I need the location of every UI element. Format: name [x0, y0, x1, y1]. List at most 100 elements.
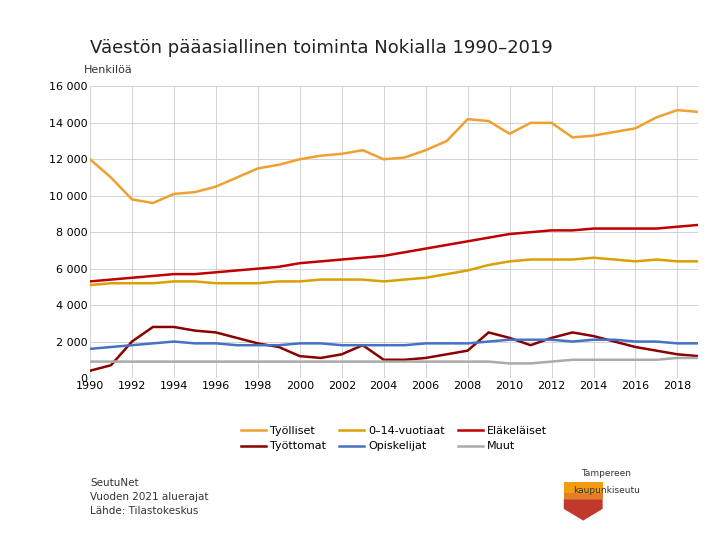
Työttomat [170, 323, 179, 330]
Eläkeläiset [274, 264, 283, 270]
Työttomat [673, 351, 682, 357]
Työttomat [107, 362, 115, 368]
Line: Muut: Muut [90, 358, 698, 363]
Opiskelijat [170, 338, 179, 345]
Työttomat [463, 347, 472, 354]
Työttomat [274, 344, 283, 350]
0–14-vuotiaat [107, 280, 115, 286]
Opiskelijat [233, 342, 241, 348]
Työttomat [694, 353, 703, 360]
Eläkeläiset [505, 231, 514, 237]
Eläkeläiset [295, 260, 304, 266]
Työlliset [148, 200, 157, 206]
Työlliset [610, 129, 618, 135]
0–14-vuotiaat [86, 282, 94, 288]
Työttomat [233, 335, 241, 341]
Eläkeläiset [673, 224, 682, 230]
Text: Tampereen: Tampereen [582, 469, 631, 477]
Opiskelijat [652, 338, 661, 345]
Line: Työttomat: Työttomat [90, 327, 698, 370]
Muut [295, 359, 304, 365]
Työttomat [589, 333, 598, 339]
Työttomat [442, 351, 451, 357]
Polygon shape [564, 482, 603, 499]
Polygon shape [564, 499, 603, 521]
Työttomat [191, 327, 199, 334]
0–14-vuotiaat [170, 278, 179, 285]
Työlliset [274, 161, 283, 168]
0–14-vuotiaat [379, 278, 388, 285]
Eläkeläiset [485, 234, 493, 241]
Työlliset [547, 119, 556, 126]
0–14-vuotiaat [673, 258, 682, 265]
Työttomat [547, 335, 556, 341]
Opiskelijat [274, 342, 283, 348]
Muut [379, 359, 388, 365]
Työlliset [694, 109, 703, 115]
Opiskelijat [127, 342, 136, 348]
Työttomat [379, 356, 388, 363]
0–14-vuotiaat [547, 256, 556, 263]
Työlliset [359, 147, 367, 153]
Opiskelijat [589, 336, 598, 343]
Työlliset [568, 134, 577, 140]
Työlliset [505, 131, 514, 137]
Opiskelijat [631, 338, 640, 345]
Muut [359, 359, 367, 365]
0–14-vuotiaat [400, 276, 409, 283]
Työttomat [526, 342, 535, 348]
Työlliset [191, 189, 199, 195]
Työlliset [400, 154, 409, 161]
Opiskelijat [295, 340, 304, 347]
Line: Opiskelijat: Opiskelijat [90, 340, 698, 349]
Työttomat [295, 353, 304, 360]
0–14-vuotiaat [317, 276, 325, 283]
Työttomat [568, 329, 577, 336]
Eläkeläiset [568, 227, 577, 234]
Opiskelijat [359, 342, 367, 348]
Eläkeläiset [127, 274, 136, 281]
Työlliset [86, 156, 94, 163]
Muut [212, 359, 220, 365]
0–14-vuotiaat [233, 280, 241, 286]
Työlliset [379, 156, 388, 163]
Muut [107, 359, 115, 365]
Opiskelijat [485, 338, 493, 345]
Muut [568, 356, 577, 363]
Työlliset [652, 114, 661, 120]
Työlliset [631, 125, 640, 132]
Eläkeläiset [212, 269, 220, 275]
Opiskelijat [148, 340, 157, 347]
Työttomat [338, 351, 346, 357]
0–14-vuotiaat [253, 280, 262, 286]
0–14-vuotiaat [652, 256, 661, 263]
Line: 0–14-vuotiaat: 0–14-vuotiaat [90, 258, 698, 285]
Text: kaupunkiseutu: kaupunkiseutu [573, 486, 640, 495]
Eläkeläiset [400, 249, 409, 255]
Eläkeläiset [547, 227, 556, 234]
Työttomat [631, 344, 640, 350]
0–14-vuotiaat [274, 278, 283, 285]
Työttomat [127, 338, 136, 345]
Työttomat [652, 347, 661, 354]
Työlliset [485, 118, 493, 124]
0–14-vuotiaat [505, 258, 514, 265]
Työttomat [421, 355, 430, 361]
Eläkeläiset [317, 258, 325, 265]
Työlliset [253, 165, 262, 172]
Opiskelijat [505, 336, 514, 343]
0–14-vuotiaat [631, 258, 640, 265]
Muut [505, 360, 514, 367]
0–14-vuotiaat [338, 276, 346, 283]
Työlliset [127, 196, 136, 202]
Opiskelijat [568, 338, 577, 345]
0–14-vuotiaat [295, 278, 304, 285]
Eläkeläiset [359, 254, 367, 261]
Opiskelijat [694, 340, 703, 347]
Muut [148, 359, 157, 365]
Eläkeläiset [379, 253, 388, 259]
Muut [421, 359, 430, 365]
Eläkeläiset [463, 238, 472, 245]
Opiskelijat [673, 340, 682, 347]
Työlliset [317, 152, 325, 159]
